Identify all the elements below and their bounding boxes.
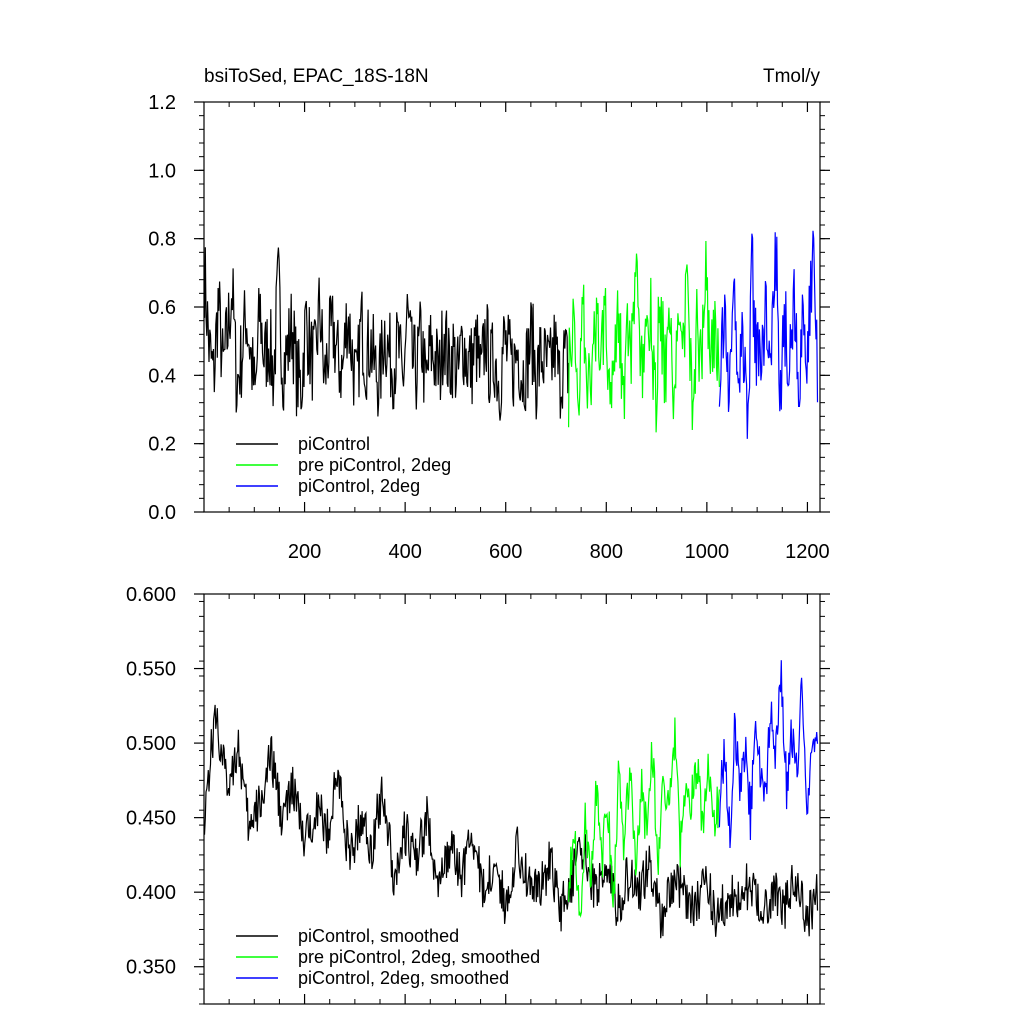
series-line-1 bbox=[203, 704, 819, 939]
y-tick-label: 0.550 bbox=[126, 659, 176, 681]
y-tick-label: 1.2 bbox=[148, 92, 176, 114]
y-tick-label: 0.400 bbox=[126, 882, 176, 904]
legend-label: pre piControl, 2deg bbox=[298, 455, 451, 475]
y-tick-label: 0.350 bbox=[126, 957, 176, 979]
y-tick-label: 0.500 bbox=[126, 733, 176, 755]
bottom-panel: 0.350 0.400 0.450 0.500 0.550 0.600 piControl,… bbox=[126, 584, 830, 1005]
x-tick-label: 1200 bbox=[785, 541, 830, 563]
y-tick-label: 0.0 bbox=[148, 502, 176, 524]
y-tick-label: 0.8 bbox=[148, 229, 176, 251]
chart-title: bsiToSed, EPAC_18S-18N bbox=[204, 66, 429, 87]
top-panel: 200 400 600 800 1000 1200 0.0 0.2 0.4 0.6 0.8 1.0 1.… bbox=[148, 92, 830, 563]
legend-label: piControl, smoothed bbox=[298, 926, 459, 946]
plot-frame bbox=[203, 101, 821, 513]
y-tick-label: 0.4 bbox=[148, 365, 176, 387]
y-tick-label: 1.0 bbox=[148, 160, 176, 182]
y-tick-label: 0.600 bbox=[126, 584, 176, 606]
legend-label: pre piControl, 2deg, smoothed bbox=[298, 947, 540, 967]
series-line-3 bbox=[718, 660, 819, 849]
legend-label: piControl, 2deg bbox=[298, 476, 420, 496]
x-tick-label: 600 bbox=[489, 541, 522, 563]
y-tick-label: 0.2 bbox=[148, 434, 176, 456]
legend-label: piControl bbox=[298, 434, 370, 454]
y-tick-label: 0.450 bbox=[126, 808, 176, 830]
units-label: Tmol/y bbox=[763, 66, 821, 87]
x-tick-label: 200 bbox=[288, 541, 321, 563]
x-tick-label: 400 bbox=[388, 541, 421, 563]
x-tick-label: 800 bbox=[590, 541, 623, 563]
y-tick-label: 0.6 bbox=[148, 297, 176, 319]
plot-frame bbox=[203, 593, 821, 1005]
series-line-2 bbox=[568, 240, 720, 433]
series-line-3 bbox=[718, 230, 819, 439]
series-line-1 bbox=[203, 247, 570, 421]
x-tick-label: 1000 bbox=[685, 541, 730, 563]
series-line-2 bbox=[568, 717, 720, 918]
legend-label: piControl, 2deg, smoothed bbox=[298, 968, 509, 988]
